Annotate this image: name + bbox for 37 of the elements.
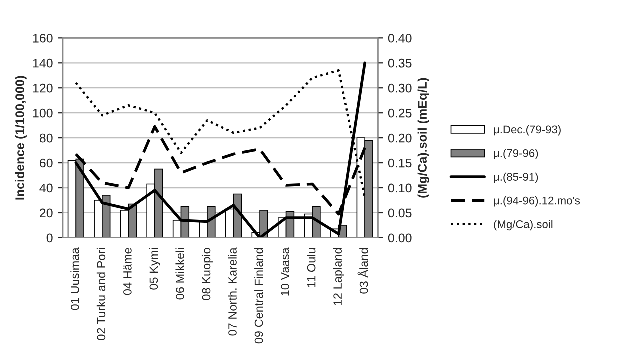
- y2-tick-label: 0.00: [388, 234, 412, 243]
- x-tick-label: 01 Uusimaa: [70, 248, 80, 310]
- y-tick-label: 100: [33, 108, 53, 118]
- y2-tick-label: 0.40: [388, 34, 412, 43]
- legend-label: μ.(85-91): [494, 172, 538, 184]
- y-axis-title: Incidence (1/100,000): [15, 76, 27, 200]
- y2-tick-label: 0.05: [388, 208, 412, 218]
- y-tick-label: 60: [40, 158, 53, 168]
- y2-tick-label: 0.10: [388, 184, 412, 193]
- x-tick-label: 10 Vaasa: [281, 248, 290, 296]
- y2-tick-label: 0.30: [388, 84, 412, 93]
- x-tick-label: 05 Kymi: [149, 248, 160, 290]
- y-tick-label: 140: [33, 58, 53, 68]
- y-tick-label: 80: [40, 134, 53, 143]
- y-tick-label: 0: [46, 234, 53, 243]
- y2-tick-label: 0.35: [388, 58, 412, 68]
- y-tick-label: 20: [40, 208, 53, 218]
- y-tick-label: 40: [40, 184, 53, 193]
- x-tick-label: 08 Kuopio: [202, 248, 213, 300]
- y2-tick-label: 0.20: [388, 134, 412, 143]
- legend-label: μ.(79-96): [494, 149, 538, 160]
- x-tick-label: 07 North. Karelia: [228, 248, 237, 336]
- x-tick-label: 02 Turku and Pori: [96, 248, 106, 340]
- x-tick-label: 04 Häme: [124, 248, 132, 296]
- x-tick-label: 09 Central Finland: [254, 248, 264, 344]
- x-tick-label: 11 Oulu: [307, 248, 316, 288]
- y2-axis-title: (Mg/Ca).soil (mEq/L): [418, 78, 430, 198]
- legend-label: (Mg/Ca).soil: [494, 220, 553, 231]
- y2-tick-label: 0.25: [388, 108, 412, 118]
- x-tick-label: 12 Lapland: [333, 248, 344, 306]
- legend-label: μ.(94-96).12.mo's: [494, 196, 580, 207]
- x-tick-label: 03 Åland: [358, 248, 368, 294]
- y2-tick-label: 0.15: [388, 158, 412, 168]
- y-tick-label: 120: [33, 84, 53, 93]
- x-tick-label: 06 Mikkeli: [176, 248, 184, 300]
- legend-label: μ.Dec.(79-93): [494, 125, 561, 136]
- y-tick-label: 160: [33, 34, 53, 43]
